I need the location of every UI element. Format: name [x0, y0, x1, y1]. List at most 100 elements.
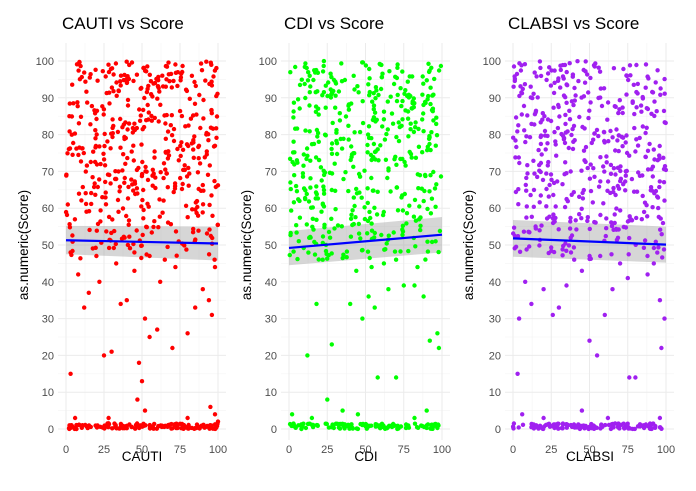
data-point	[384, 241, 389, 246]
data-point	[94, 116, 99, 122]
data-point	[91, 149, 96, 154]
data-point	[173, 229, 179, 234]
data-point	[123, 120, 128, 125]
data-point	[644, 125, 649, 130]
data-point	[433, 143, 438, 148]
data-point	[149, 425, 155, 430]
data-point	[618, 168, 623, 174]
data-point	[163, 121, 168, 126]
data-point	[84, 89, 89, 94]
data-point	[307, 73, 312, 79]
data-point	[340, 421, 345, 426]
data-point	[79, 198, 84, 203]
data-point	[125, 196, 131, 201]
data-point	[418, 227, 423, 233]
data-point	[430, 109, 435, 114]
data-point	[559, 131, 564, 137]
data-point	[83, 191, 88, 196]
data-point	[392, 249, 398, 254]
data-point	[396, 120, 401, 125]
data-point	[86, 290, 92, 295]
data-point	[611, 185, 616, 191]
data-point	[126, 222, 131, 227]
data-point	[179, 421, 185, 427]
data-point	[433, 204, 438, 209]
data-point	[171, 138, 177, 144]
y-tick-label: 70	[489, 166, 501, 178]
data-point	[391, 230, 396, 235]
data-point	[334, 130, 339, 135]
data-point	[158, 170, 163, 175]
data-point	[200, 287, 205, 292]
data-point	[141, 124, 147, 130]
data-point	[398, 424, 404, 429]
data-point	[179, 71, 184, 76]
data-point	[608, 128, 613, 134]
data-point	[297, 106, 302, 111]
data-point	[183, 124, 188, 129]
data-point	[376, 158, 381, 163]
data-point	[623, 173, 628, 178]
data-point	[542, 128, 548, 134]
data-point	[194, 112, 199, 117]
data-point	[515, 234, 521, 239]
data-point	[401, 283, 406, 288]
data-point	[412, 415, 417, 421]
data-point	[314, 127, 320, 133]
data-point	[207, 81, 212, 87]
data-point	[543, 422, 549, 428]
data-point	[103, 202, 109, 207]
data-point	[65, 151, 70, 156]
data-point	[125, 127, 130, 132]
data-point	[118, 83, 123, 88]
data-point	[549, 245, 554, 250]
data-point	[192, 79, 197, 85]
data-point	[198, 125, 203, 131]
data-point	[529, 214, 534, 219]
data-point	[613, 104, 618, 110]
data-point	[428, 173, 433, 178]
data-point	[369, 264, 374, 270]
data-point	[400, 193, 405, 198]
data-point	[185, 331, 190, 336]
data-point	[68, 371, 73, 376]
data-point	[525, 113, 530, 118]
data-point	[588, 100, 593, 105]
data-point	[408, 121, 413, 126]
data-point	[392, 157, 397, 162]
data-point	[422, 188, 427, 194]
data-point	[199, 68, 205, 73]
data-point	[113, 169, 118, 174]
data-point	[558, 85, 563, 90]
data-point	[365, 231, 370, 236]
data-point	[321, 184, 326, 189]
data-point	[85, 100, 90, 105]
data-point	[204, 231, 210, 236]
data-point	[168, 222, 174, 227]
data-point	[75, 104, 80, 109]
data-point	[158, 102, 163, 108]
data-point	[559, 425, 564, 431]
data-point	[629, 176, 635, 182]
data-point	[164, 77, 169, 82]
data-point	[164, 171, 169, 176]
data-point	[613, 148, 618, 153]
data-point	[93, 145, 98, 150]
data-point	[544, 171, 549, 176]
data-point	[69, 252, 74, 258]
data-point	[434, 182, 439, 187]
data-point	[90, 175, 95, 180]
data-point	[365, 249, 371, 254]
data-point	[428, 101, 433, 107]
data-point	[165, 129, 171, 134]
data-point	[619, 134, 624, 139]
data-point	[395, 92, 400, 98]
data-point	[598, 86, 603, 91]
data-point	[142, 95, 147, 101]
data-point	[563, 241, 568, 246]
data-point	[623, 140, 628, 145]
data-point	[610, 287, 615, 292]
data-point	[581, 94, 587, 99]
data-point	[197, 92, 202, 98]
data-point	[191, 226, 196, 232]
